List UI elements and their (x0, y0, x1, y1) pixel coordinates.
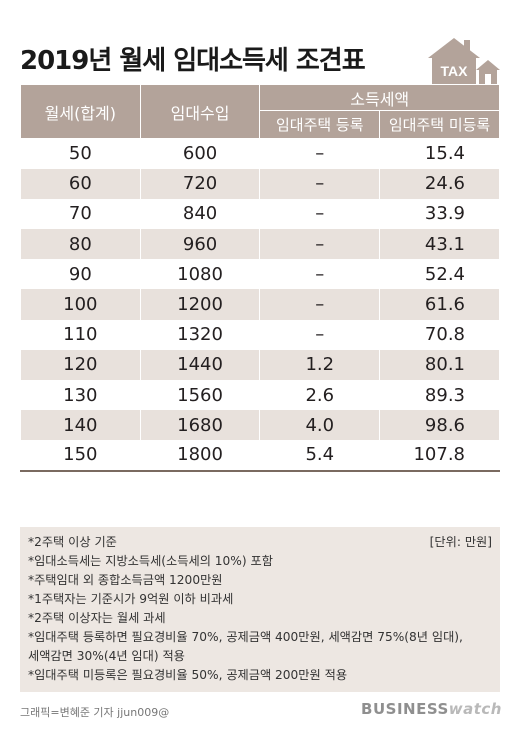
table-row: 110 1320–70.8 (20, 319, 500, 350)
notes-box: [단위: 만원] *2주택 이상 기준 *임대소득세는 지방소득세(소득세의 10… (20, 527, 500, 692)
page-title: 2019년 월세 임대소득세 조견표 (20, 46, 366, 76)
tax-table: 월세(합계) 임대수입 소득세액 임대주택 등록 임대주택 미등록 50 600–… (20, 84, 500, 472)
header-monthly-rent: 월세(합계) (20, 84, 141, 139)
table-row: 90 1080–52.4 (20, 259, 500, 290)
cell-unregistered: 89.3 (379, 380, 500, 411)
cell-rent: 150 (20, 440, 141, 471)
unit-label: [단위: 만원] (429, 535, 492, 549)
table-row: 50 600–15.4 (20, 138, 500, 169)
header-rental-income: 임대수입 (139, 84, 261, 139)
cell-income: 960 (139, 229, 261, 260)
cell-rent: 90 (20, 259, 141, 290)
cell-rent: 70 (20, 198, 141, 230)
note-line: *임대주택 미등록은 필요경비율 50%, 공제금액 200만원 적용 (28, 668, 348, 682)
table-row: 150 1800 5.4 107.8 (20, 440, 500, 471)
cell-income: 1440 (139, 349, 261, 380)
cell-income: 1320 (139, 319, 261, 350)
table-row: 80 960–43.1 (20, 229, 500, 260)
cell-unregistered: 24.6 (379, 168, 500, 199)
cell-rent: 110 (20, 319, 141, 350)
cell-income: 1800 (139, 440, 261, 471)
cell-unregistered: 52.4 (379, 259, 500, 290)
header-registered: 임대주택 등록 (259, 110, 381, 139)
cell-registered: 1.2 (259, 349, 381, 380)
cell-income: 720 (139, 168, 261, 199)
table-row: 130 1560 2.6 89.3 (20, 380, 500, 411)
cell-unregistered: 98.6 (379, 410, 500, 441)
cell-unregistered: 107.8 (379, 440, 500, 471)
cell-income: 1560 (139, 380, 261, 411)
cell-unregistered: 33.9 (379, 198, 500, 230)
cell-income: 1200 (139, 289, 261, 320)
cell-income: 1080 (139, 259, 261, 290)
brand-logo: BUSINESSwatch (361, 700, 502, 718)
brand-bold: BUSINESS (361, 700, 449, 718)
table-row: 140 1680 4.0 98.6 (20, 410, 500, 441)
table-row: 120 1440 1.2 80.1 (20, 349, 500, 380)
cell-unregistered: 43.1 (379, 229, 500, 260)
cell-registered: 5.4 (259, 440, 381, 471)
cell-registered: – (259, 229, 381, 260)
table-body: 50 600–15.4 60 720–24.6 70 840–33.9 80 960–43.1… (20, 138, 500, 471)
cell-registered: 4.0 (259, 410, 381, 441)
table-row: 70 840–33.9 (20, 198, 500, 230)
tax-label: TAX (441, 63, 469, 79)
cell-registered: – (259, 168, 381, 199)
table-row: 100 1200–61.6 (20, 289, 500, 320)
cell-unregistered: 80.1 (379, 349, 500, 380)
credit-line: 그래픽=변혜준 기자 jjun009@ (20, 706, 170, 719)
cell-income: 600 (139, 138, 261, 169)
notes-list: *2주택 이상 기준 *임대소득세는 지방소득세(소득세의 10%) 포함 *주택임… (28, 533, 492, 685)
house-tax-icon: TAX (428, 38, 500, 84)
cell-rent: 50 (20, 138, 141, 169)
note-line: 세액감면 30%(4년 임대) 적용 (28, 649, 185, 663)
cell-rent: 140 (20, 410, 141, 441)
cell-unregistered: 70.8 (379, 319, 500, 350)
cell-registered: – (259, 319, 381, 350)
cell-unregistered: 61.6 (379, 289, 500, 320)
cell-income: 1680 (139, 410, 261, 441)
cell-rent: 80 (20, 229, 141, 260)
cell-rent: 100 (20, 289, 141, 320)
cell-registered: – (259, 289, 381, 320)
cell-registered: – (259, 259, 381, 290)
brand-light: watch (448, 700, 502, 718)
note-line: *1주택자는 기준시가 9억원 이하 비과세 (28, 592, 234, 606)
cell-unregistered: 15.4 (379, 138, 500, 169)
header-income-tax: 소득세액 (259, 84, 500, 111)
table-row: 60 720–24.6 (20, 168, 500, 199)
cell-registered: 2.6 (259, 380, 381, 411)
note-line: *임대주택 등록하면 필요경비율 70%, 공제금액 400만원, 세액감면 7… (28, 630, 463, 644)
note-line: *2주택 이상자는 월세 과세 (28, 611, 166, 625)
cell-registered: – (259, 138, 381, 169)
cell-income: 840 (139, 198, 261, 230)
note-line: *주택임대 외 종합소득금액 1200만원 (28, 573, 223, 587)
note-line: *임대소득세는 지방소득세(소득세의 10%) 포함 (28, 554, 273, 568)
cell-registered: – (259, 198, 381, 230)
cell-rent: 130 (20, 380, 141, 411)
header-unregistered: 임대주택 미등록 (379, 110, 500, 139)
cell-rent: 60 (20, 168, 141, 199)
note-line: *2주택 이상 기준 (28, 535, 117, 549)
cell-rent: 120 (20, 349, 141, 380)
